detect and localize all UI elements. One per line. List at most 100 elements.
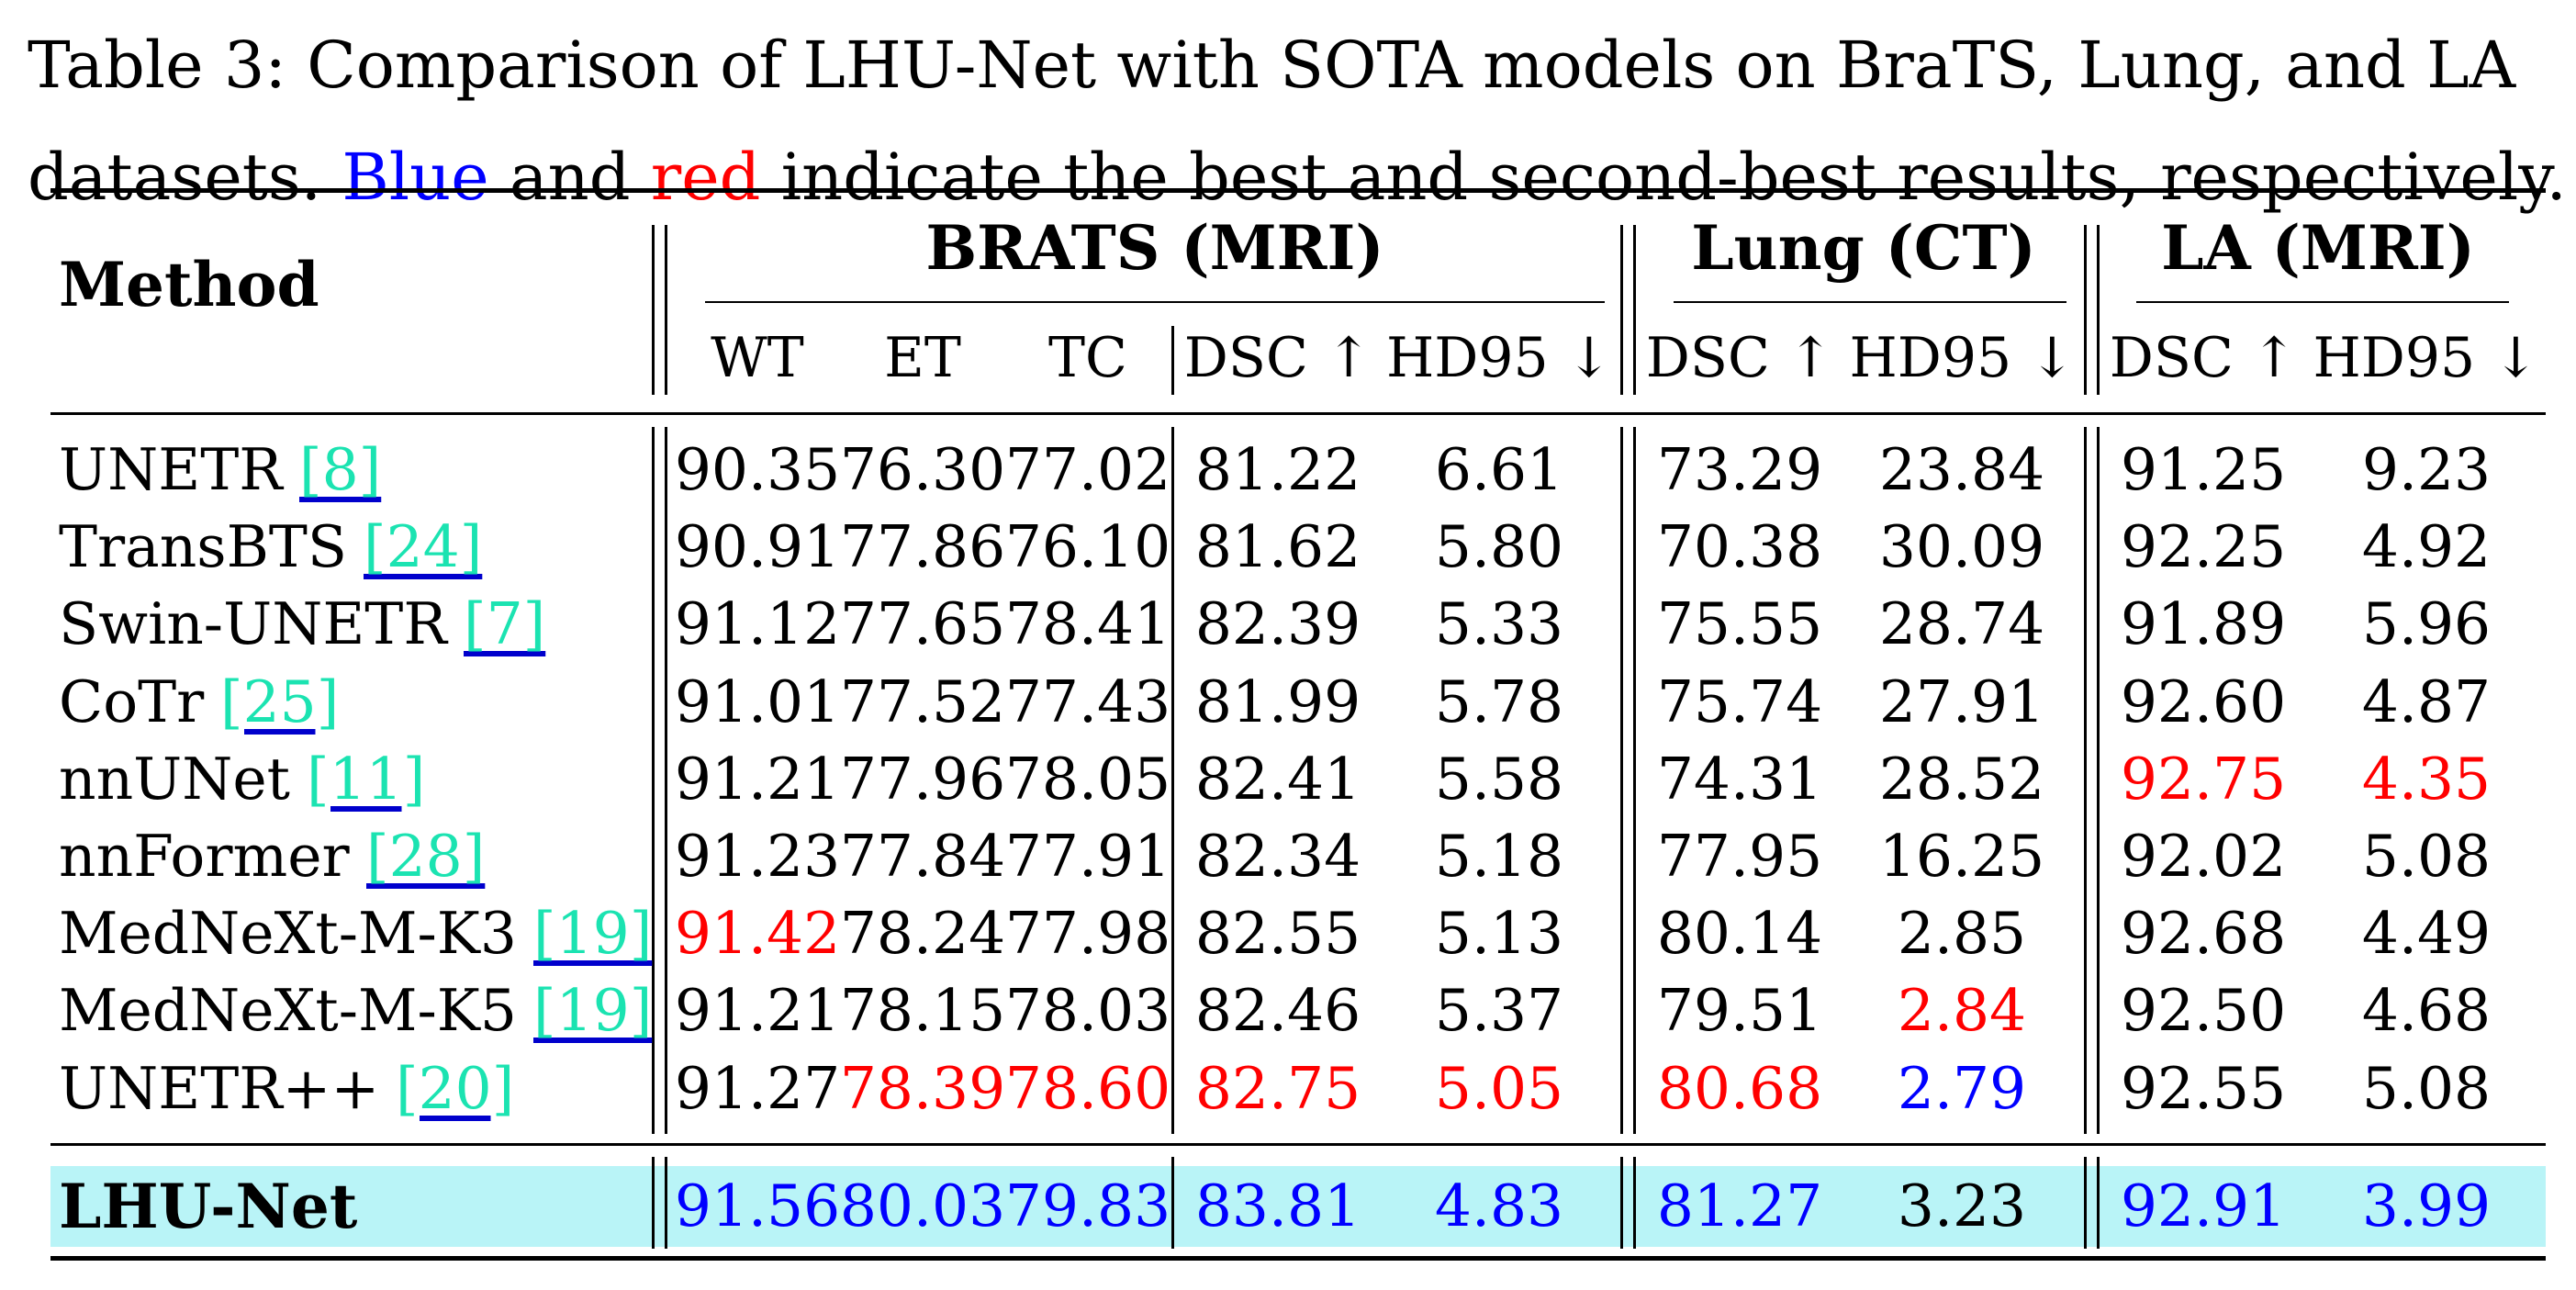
method-name: MedNeXt-M-K5 xyxy=(59,977,517,1045)
cell-brats-hd95: 6.61 xyxy=(1434,436,1564,503)
citation-link[interactable]: [28] xyxy=(366,823,486,890)
table-row: MedNeXt-M-K3 [19] 91.42 78.24 77.98 82.55 5.13… xyxy=(0,895,2576,972)
method-sep-line xyxy=(652,427,655,1134)
method-sep-line xyxy=(665,427,667,1134)
brats-inner-sep xyxy=(1171,427,1174,1134)
cell-tc: 78.05 xyxy=(1004,745,1171,813)
citation-link[interactable]: [25] xyxy=(220,667,340,735)
cell-lung-hd95: 2.84 xyxy=(1897,977,2027,1045)
table-row: Swin-UNETR [7] 91.12 77.65 78.41 82.39 5.33 75.… xyxy=(0,586,2576,663)
cell-brats-hd95: 5.37 xyxy=(1434,977,1564,1045)
method-name: Swin-UNETR xyxy=(59,590,447,658)
lung-sep-line xyxy=(1620,1157,1623,1249)
cell-wt: 91.23 xyxy=(674,823,841,890)
lung-sep-line xyxy=(1633,1157,1636,1249)
cell-lung-dsc: 73.29 xyxy=(1656,436,1823,503)
cell-brats-hd95: 5.13 xyxy=(1434,900,1564,968)
cell-la-hd95: 9.23 xyxy=(2361,436,2492,503)
cell-brats-dsc: 83.81 xyxy=(1194,1172,1361,1240)
cell-brats-hd95: 5.80 xyxy=(1434,513,1564,581)
caption-blue-word: Blue xyxy=(342,140,489,215)
col-header-et: ET xyxy=(884,326,961,390)
citation-link[interactable]: [8] xyxy=(299,436,382,503)
cell-tc: 78.41 xyxy=(1004,590,1171,658)
citation-link[interactable]: [7] xyxy=(464,590,546,658)
cell-brats-hd95: 4.83 xyxy=(1434,1172,1564,1240)
cell-brats-hd95: 5.78 xyxy=(1434,667,1564,735)
final-row-rule xyxy=(50,1143,2546,1146)
cell-tc: 79.83 xyxy=(1004,1172,1171,1240)
lung-sep-line xyxy=(1620,225,1623,395)
cell-brats-dsc: 82.41 xyxy=(1194,745,1361,813)
method-name: CoTr xyxy=(59,667,205,735)
method-name: nnFormer xyxy=(59,823,350,890)
citation-link[interactable]: [20] xyxy=(396,1054,515,1122)
cell-brats-dsc: 82.46 xyxy=(1194,977,1361,1045)
cell-wt: 91.27 xyxy=(674,1054,841,1122)
col-header-la-hd95: HD95 ↓ xyxy=(2313,326,2539,390)
cell-la-dsc: 92.68 xyxy=(2120,900,2287,968)
cell-lung-hd95: 28.74 xyxy=(1878,590,2045,658)
cell-lung-hd95: 2.85 xyxy=(1897,900,2027,968)
cell-lung-hd95: 2.79 xyxy=(1897,1054,2027,1122)
cell-la-dsc: 92.50 xyxy=(2120,977,2287,1045)
citation-link[interactable]: [19] xyxy=(533,900,653,968)
table-row: MedNeXt-M-K5 [19] 91.21 78.15 78.03 82.46 5.37… xyxy=(0,972,2576,1049)
cell-lung-hd95: 27.91 xyxy=(1878,667,2045,735)
cell-brats-dsc: 82.75 xyxy=(1194,1054,1361,1122)
cell-brats-dsc: 82.34 xyxy=(1194,823,1361,890)
lung-sep-line xyxy=(1633,225,1636,395)
cell-tc: 77.98 xyxy=(1004,900,1171,968)
cell-lung-hd95: 23.84 xyxy=(1878,436,2045,503)
caption-text: indicate the best and second-best result… xyxy=(760,140,2567,215)
col-header-lung-dsc: DSC ↑ xyxy=(1645,326,1834,390)
cell-et: 78.24 xyxy=(839,900,1006,968)
caption-text: datasets. xyxy=(28,140,342,215)
citation-link[interactable]: [19] xyxy=(533,977,653,1045)
cell-tc: 78.03 xyxy=(1004,977,1171,1045)
cell-tc: 78.60 xyxy=(1004,1054,1171,1122)
method-name: nnUNet xyxy=(59,745,290,813)
citation-link[interactable]: [24] xyxy=(364,513,483,581)
citation-link[interactable]: [11] xyxy=(307,745,426,813)
method-name: UNETR xyxy=(59,436,283,503)
cell-la-dsc: 91.89 xyxy=(2120,590,2287,658)
cell-wt: 91.01 xyxy=(674,667,841,735)
cell-brats-dsc: 81.99 xyxy=(1194,667,1361,735)
table-row: UNETR [8] 90.35 76.30 77.02 81.22 6.61 73.29 23.… xyxy=(0,432,2576,509)
best-row-highlight xyxy=(50,1166,2546,1247)
cell-tc: 77.43 xyxy=(1004,667,1171,735)
table-row: nnFormer [28] 91.23 77.84 77.91 82.34 5.18 77.9… xyxy=(0,818,2576,895)
cell-wt: 90.35 xyxy=(674,436,841,503)
cell-la-dsc: 92.91 xyxy=(2120,1172,2287,1240)
cell-la-hd95: 5.96 xyxy=(2361,590,2492,658)
method-sep-line xyxy=(652,1157,655,1249)
cell-et: 77.86 xyxy=(839,513,1006,581)
cell-brats-dsc: 82.55 xyxy=(1194,900,1361,968)
lung-cmidrule xyxy=(1674,301,2066,303)
cell-et: 77.52 xyxy=(839,667,1006,735)
la-sep-line xyxy=(2097,225,2100,395)
la-cmidrule xyxy=(2136,301,2509,303)
cell-la-hd95: 4.87 xyxy=(2361,667,2492,735)
cell-brats-dsc: 81.22 xyxy=(1194,436,1361,503)
cell-et: 76.30 xyxy=(839,436,1006,503)
group-header-brats: BRATS (MRI) xyxy=(925,212,1384,284)
table-row: CoTr [25] 91.01 77.52 77.43 81.99 5.78 75.74 27.… xyxy=(0,664,2576,741)
method-name: LHU-Net xyxy=(59,1171,358,1242)
method-sep-line xyxy=(652,225,655,395)
top-rule xyxy=(50,188,2546,193)
cell-la-hd95: 5.08 xyxy=(2361,823,2492,890)
cell-brats-dsc: 81.62 xyxy=(1194,513,1361,581)
la-sep-line xyxy=(2084,1157,2087,1249)
cell-lung-dsc: 79.51 xyxy=(1656,977,1823,1045)
cell-la-hd95: 4.49 xyxy=(2361,900,2492,968)
cell-la-dsc: 92.55 xyxy=(2120,1054,2287,1122)
cell-wt: 91.42 xyxy=(674,900,841,968)
cell-wt: 91.21 xyxy=(674,745,841,813)
table-row-lhu-net: LHU-Net 91.56 80.03 79.83 83.81 4.83 81.27 3.2… xyxy=(0,1168,2576,1245)
cell-brats-hd95: 5.33 xyxy=(1434,590,1564,658)
la-sep-line xyxy=(2097,427,2100,1134)
cell-la-dsc: 92.25 xyxy=(2120,513,2287,581)
group-header-lung: Lung (CT) xyxy=(1691,212,2036,284)
